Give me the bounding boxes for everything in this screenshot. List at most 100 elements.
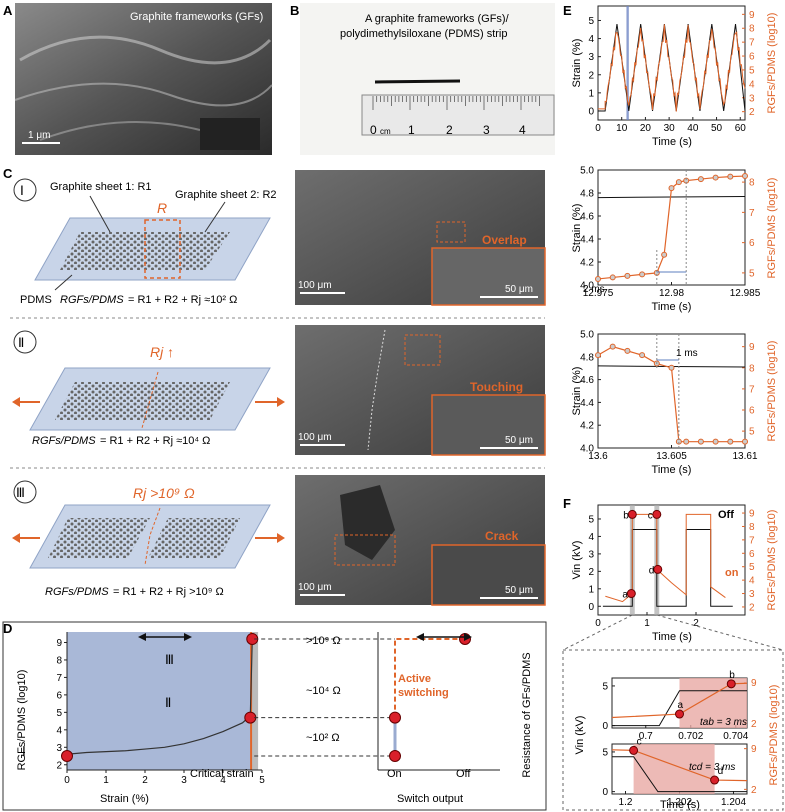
row2-sem-label: Touching (470, 380, 523, 394)
ruler-label-4: 4 (519, 123, 526, 137)
y2-tick-label: 9 (749, 10, 755, 21)
y2-tick-label: 5 (749, 268, 755, 279)
d-arrowhead (416, 633, 424, 641)
f3-vin-line (612, 756, 747, 793)
d-y-tick-label: 2 (56, 760, 62, 771)
f3-y2-tick-label: 9 (751, 744, 757, 755)
row1-r-label: R (157, 200, 167, 216)
e3-resistance-point (697, 438, 704, 445)
f1-y2-tick-label: 6 (749, 549, 755, 560)
e2-resistance-point (595, 275, 601, 282)
x-tick-label: 12.98 (659, 288, 684, 299)
sheet1-label: Graphite sheet 1: R1 (50, 181, 152, 193)
x-tick-label: 60 (735, 123, 747, 134)
row3-sem-crack (340, 485, 395, 560)
e3-ann: 1 ms (676, 348, 698, 359)
f3-resistance-line (611, 749, 748, 782)
f2-point-b (726, 679, 736, 689)
x-tick-label: 13.605 (656, 451, 687, 462)
row2-lattice-right (135, 382, 230, 420)
d-level-mid: ~10⁴ Ω (306, 685, 341, 697)
y-tick-label: 2 (588, 567, 594, 578)
d-critical-band (250, 632, 259, 770)
sem-texture-a (14, 35, 273, 141)
f2-window (679, 678, 747, 728)
plot-frame (597, 504, 746, 616)
d-arrowhead (184, 633, 192, 641)
e3-resistance-line (597, 346, 745, 443)
d-axes: 0 1 2 3 4 5 2 3 4 5 6 7 8 9 (56, 632, 500, 786)
d-xlabel: Strain (%) (100, 793, 149, 805)
y2-tick-label: 4 (749, 79, 755, 90)
d-y-tick-label: 7 (56, 673, 62, 684)
row3-formula: = R1 + R2 + Rj >10⁹ Ω (113, 586, 224, 598)
f1-point-b (627, 509, 637, 519)
y-tick-label: 4 (588, 532, 594, 543)
e3-resistance-point (595, 352, 601, 359)
row2-sem-zoom-box (404, 334, 441, 366)
e3-y2label: RGFs/PDMS (log10) (766, 341, 778, 442)
y-tick-label: 4.8 (580, 352, 594, 363)
d-y-tick-label: 4 (56, 725, 62, 736)
d-switch-label: Switch output (397, 793, 463, 805)
x-tick-label: 0 (595, 618, 601, 629)
f3-y2-tick-label: 2 (751, 785, 757, 796)
e2-resistance-point (668, 185, 675, 192)
y-tick-label: 4 (588, 34, 594, 45)
f1-xlabel: Time (s) (652, 631, 692, 643)
y-tick-label: 4.0 (580, 444, 594, 455)
e2-resistance-line (597, 175, 746, 280)
sheet1-arrow (89, 195, 111, 233)
d-state-marker (61, 750, 73, 763)
gf-pdms-strip (374, 79, 461, 84)
y-tick-label: 2 (588, 70, 594, 81)
row3-sem-zoom-box (334, 534, 396, 566)
plot-frame (597, 333, 746, 449)
row2-lattice-left (55, 382, 155, 420)
d-x-tick-label: 5 (259, 775, 265, 786)
y-tick-label: 4.6 (580, 212, 594, 223)
row2-numeral-circle (13, 330, 37, 354)
d-x-tick-label: 3 (181, 775, 187, 786)
d-x-tick-label: 2 (142, 775, 148, 786)
e2-resistance-point (727, 173, 734, 180)
y2-tick-label: 8 (749, 363, 755, 374)
e1-ylabel: Strain (%) (571, 39, 583, 88)
f1-point-label-b: b (623, 510, 629, 521)
f2-resistance-line (611, 682, 748, 719)
y-tick-label: 4.6 (580, 375, 594, 386)
row2-numeral: Ⅱ (18, 335, 24, 350)
e3-resistance-point (624, 347, 631, 354)
e2-ann: 2 ms (583, 284, 605, 295)
d-ylabel: RGFs/PDMS (log10) (16, 670, 28, 771)
f1-point-c (652, 509, 662, 519)
ruler-label-2: 2 (446, 123, 453, 137)
f-zoom-line (656, 614, 784, 651)
e2-resistance-point (712, 174, 719, 181)
y-tick-label: 4.2 (580, 421, 594, 432)
x-tick-label: 12.985 (730, 288, 761, 299)
row3-lattice-left (48, 518, 150, 558)
ruler-label-3: 3 (483, 123, 490, 137)
d-x-tick-label: 4 (220, 775, 226, 786)
row2-sem-inset (431, 394, 546, 456)
y2-tick-label: 8 (749, 178, 755, 189)
f3-point-label-c: c (637, 736, 642, 747)
e3-resistance-point (609, 343, 616, 350)
y-tick-label: 0 (602, 787, 608, 798)
f-inset-y2label: RGFs/PDMS (log10) (768, 685, 780, 786)
row1-numeral: Ⅰ (20, 183, 24, 198)
d-state-1: Ⅰ (22, 744, 26, 759)
y2-tick-label: 9 (749, 342, 755, 353)
f1-point-d (653, 564, 663, 574)
f-zoom-line (562, 614, 633, 651)
e2-resistance-point (639, 271, 646, 278)
d-right-ylabel: Resistance of GFs/PDMS (521, 652, 533, 777)
e2-ylabel: Strain (%) (571, 204, 583, 253)
row3-arrowhead-left (12, 533, 20, 543)
x-tick-label: 1 (644, 618, 650, 629)
panel-letter-a: A (3, 3, 13, 18)
d-active-path (394, 637, 465, 718)
f3-point-c (629, 745, 639, 755)
